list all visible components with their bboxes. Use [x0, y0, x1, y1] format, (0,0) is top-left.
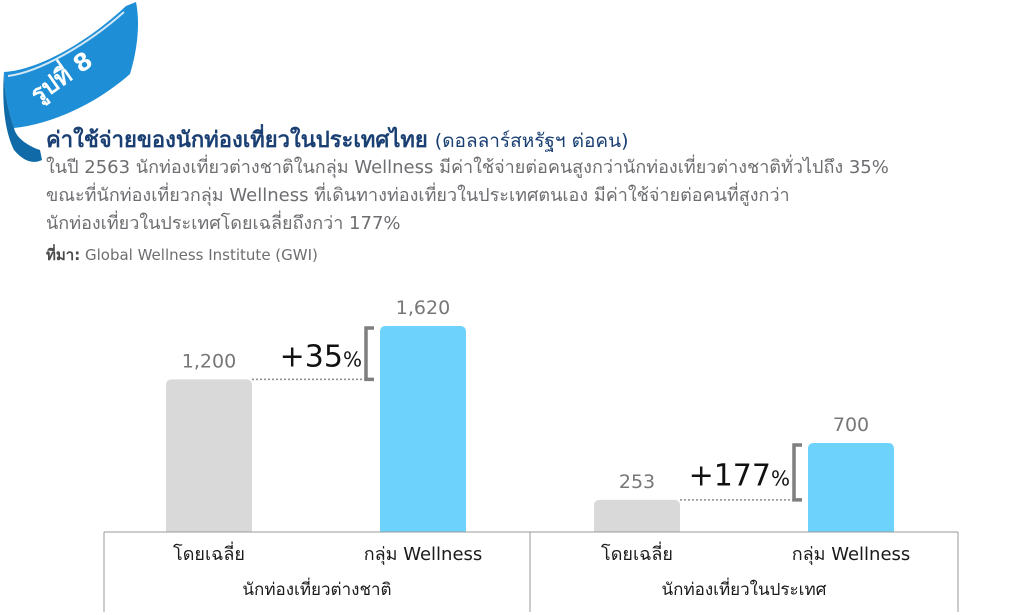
- category-label: กลุ่ม Wellness: [364, 544, 483, 565]
- chart-title: ค่าใช้จ่ายของนักท่องเที่ยวในประเทศไทย (ด…: [46, 122, 628, 157]
- bar-value-label: 1,620: [396, 297, 450, 319]
- difference-label: +35%: [280, 340, 362, 375]
- difference-bracket: [792, 443, 802, 502]
- description-line: ในปี 2563 นักท่องเที่ยวต่างชาติในกลุ่ม W…: [46, 157, 889, 178]
- category-label: โดยเฉลี่ย: [173, 541, 245, 565]
- difference-bracket: [364, 326, 374, 382]
- bar: [166, 379, 252, 532]
- figure-badge: รูปที่ 8: [3, 2, 138, 162]
- bar-value-label: 700: [833, 414, 869, 436]
- source-text: Global Wellness Institute (GWI): [84, 246, 318, 264]
- chart-title-text: ค่าใช้จ่ายของนักท่องเที่ยวในประเทศไทย: [46, 128, 428, 153]
- category-label: กลุ่ม Wellness: [792, 544, 911, 565]
- bar: [380, 326, 466, 532]
- bar-value-label: 1,200: [182, 350, 236, 372]
- source-label: ที่มา:: [46, 246, 81, 264]
- chart-title-unit: (ดอลลาร์สหรัฐฯ ต่อคน): [434, 130, 629, 152]
- group-label: นักท่องเที่ยวในประเทศ: [662, 577, 827, 600]
- group-label: นักท่องเที่ยวต่างชาติ: [242, 577, 391, 600]
- category-label: โดยเฉลี่ย: [601, 541, 673, 565]
- difference-label: +177%: [689, 458, 790, 493]
- chart-description: ในปี 2563 นักท่องเที่ยวต่างชาติในกลุ่ม W…: [46, 154, 1021, 238]
- bar: [594, 499, 680, 532]
- description-line: นักท่องเที่ยวในประเทศโดยเฉลี่ยถึงกว่า 17…: [46, 213, 401, 234]
- description-line: ขณะที่นักท่องเที่ยวกลุ่ม Wellness ที่เดิ…: [46, 185, 790, 206]
- source-note: ที่มา: Global Wellness Institute (GWI): [46, 243, 318, 267]
- bar-value-label: 253: [619, 471, 655, 493]
- bar: [808, 442, 894, 532]
